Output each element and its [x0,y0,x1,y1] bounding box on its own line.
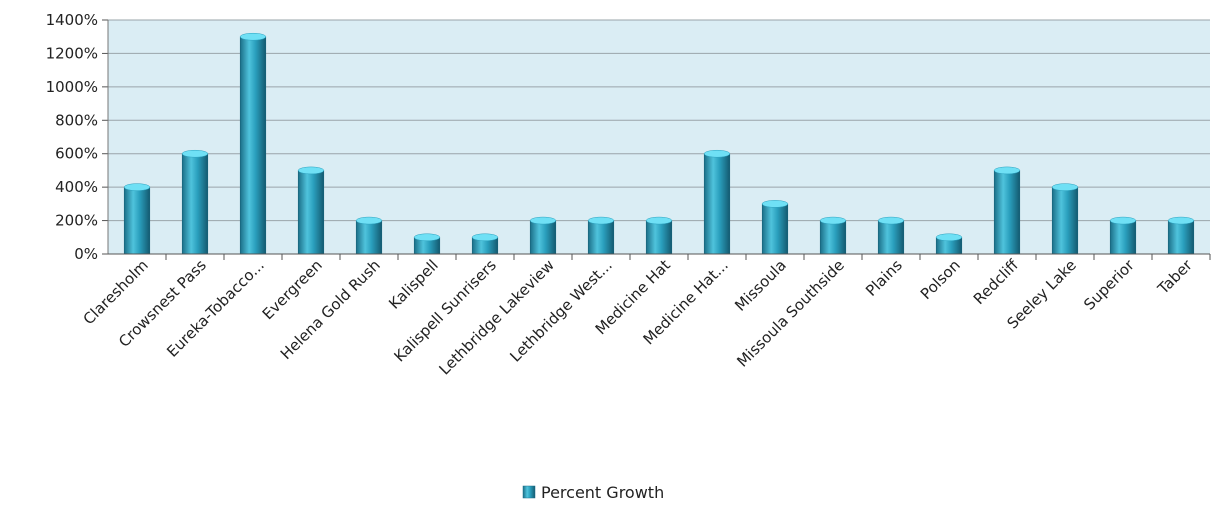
x-category-label: Kalispell Sunrisers [390,256,499,365]
legend-swatch [522,485,536,499]
y-tick-label: 1000% [46,78,98,96]
legend: Percent Growth [522,483,664,502]
y-axis: 0% 200% 400% 600% 800% 1000% 1200% 1400% [46,11,109,263]
bar-cap [181,149,209,158]
bar [1167,220,1195,255]
bar-cap [297,166,325,175]
x-category-label: Lethbridge West... [506,256,615,365]
y-tick-label: 600% [55,145,98,163]
bar-cap [1051,183,1079,191]
x-category-label: Kalispell [385,256,442,313]
y-tick-label: 1200% [46,44,98,62]
bar [1051,186,1079,255]
bar [877,220,905,255]
bars [123,32,1195,255]
bar [529,220,557,255]
bar [587,220,615,255]
bar-cap [355,216,383,225]
bar-cap [877,216,905,225]
x-category-label: Eureka-Tobacco... [163,256,268,361]
bar-cap [587,216,615,225]
bar [761,203,789,255]
bar [993,170,1021,255]
bar [355,220,383,255]
x-category-label: Helena Gold Rush [277,256,384,363]
bar-cap [645,216,673,225]
x-category-label: Plains [862,256,906,300]
bar-cap [703,149,731,158]
x-category-label: Redcliff [970,256,1022,308]
bar-cap [819,216,847,225]
bar-cap [1167,216,1195,225]
legend-label: Percent Growth [541,483,664,502]
bar [239,36,267,255]
bar-cap [993,166,1021,175]
x-category-label: Missoula Southside [733,256,847,370]
y-tick-label: 400% [55,178,98,196]
x-category-label: Missoula [731,256,790,315]
y-tick-label: 800% [55,111,98,129]
x-category-label: Superior [1080,256,1138,314]
bar [645,220,673,255]
bar [703,153,731,255]
x-category-label: Polson [917,256,964,303]
bar [181,153,209,255]
bar [1109,220,1137,255]
bar-cap [413,233,441,242]
y-tick-label: 1400% [46,11,98,29]
bar [123,186,151,255]
bar-cap [1109,216,1137,225]
plot-area [108,20,1210,254]
x-category-label: Lethbridge Lakeview [435,256,557,378]
bar [297,170,325,255]
bar-cap [529,216,557,225]
y-tick-label: 200% [55,212,98,230]
bar-cap [761,200,789,208]
x-category-label: Taber [1154,256,1197,299]
bar-cap [239,32,267,41]
bar-cap [471,233,499,242]
bar-cap [123,183,151,191]
bar-cap [935,233,963,242]
y-tick-label: 0% [74,245,98,263]
bar [819,220,847,255]
